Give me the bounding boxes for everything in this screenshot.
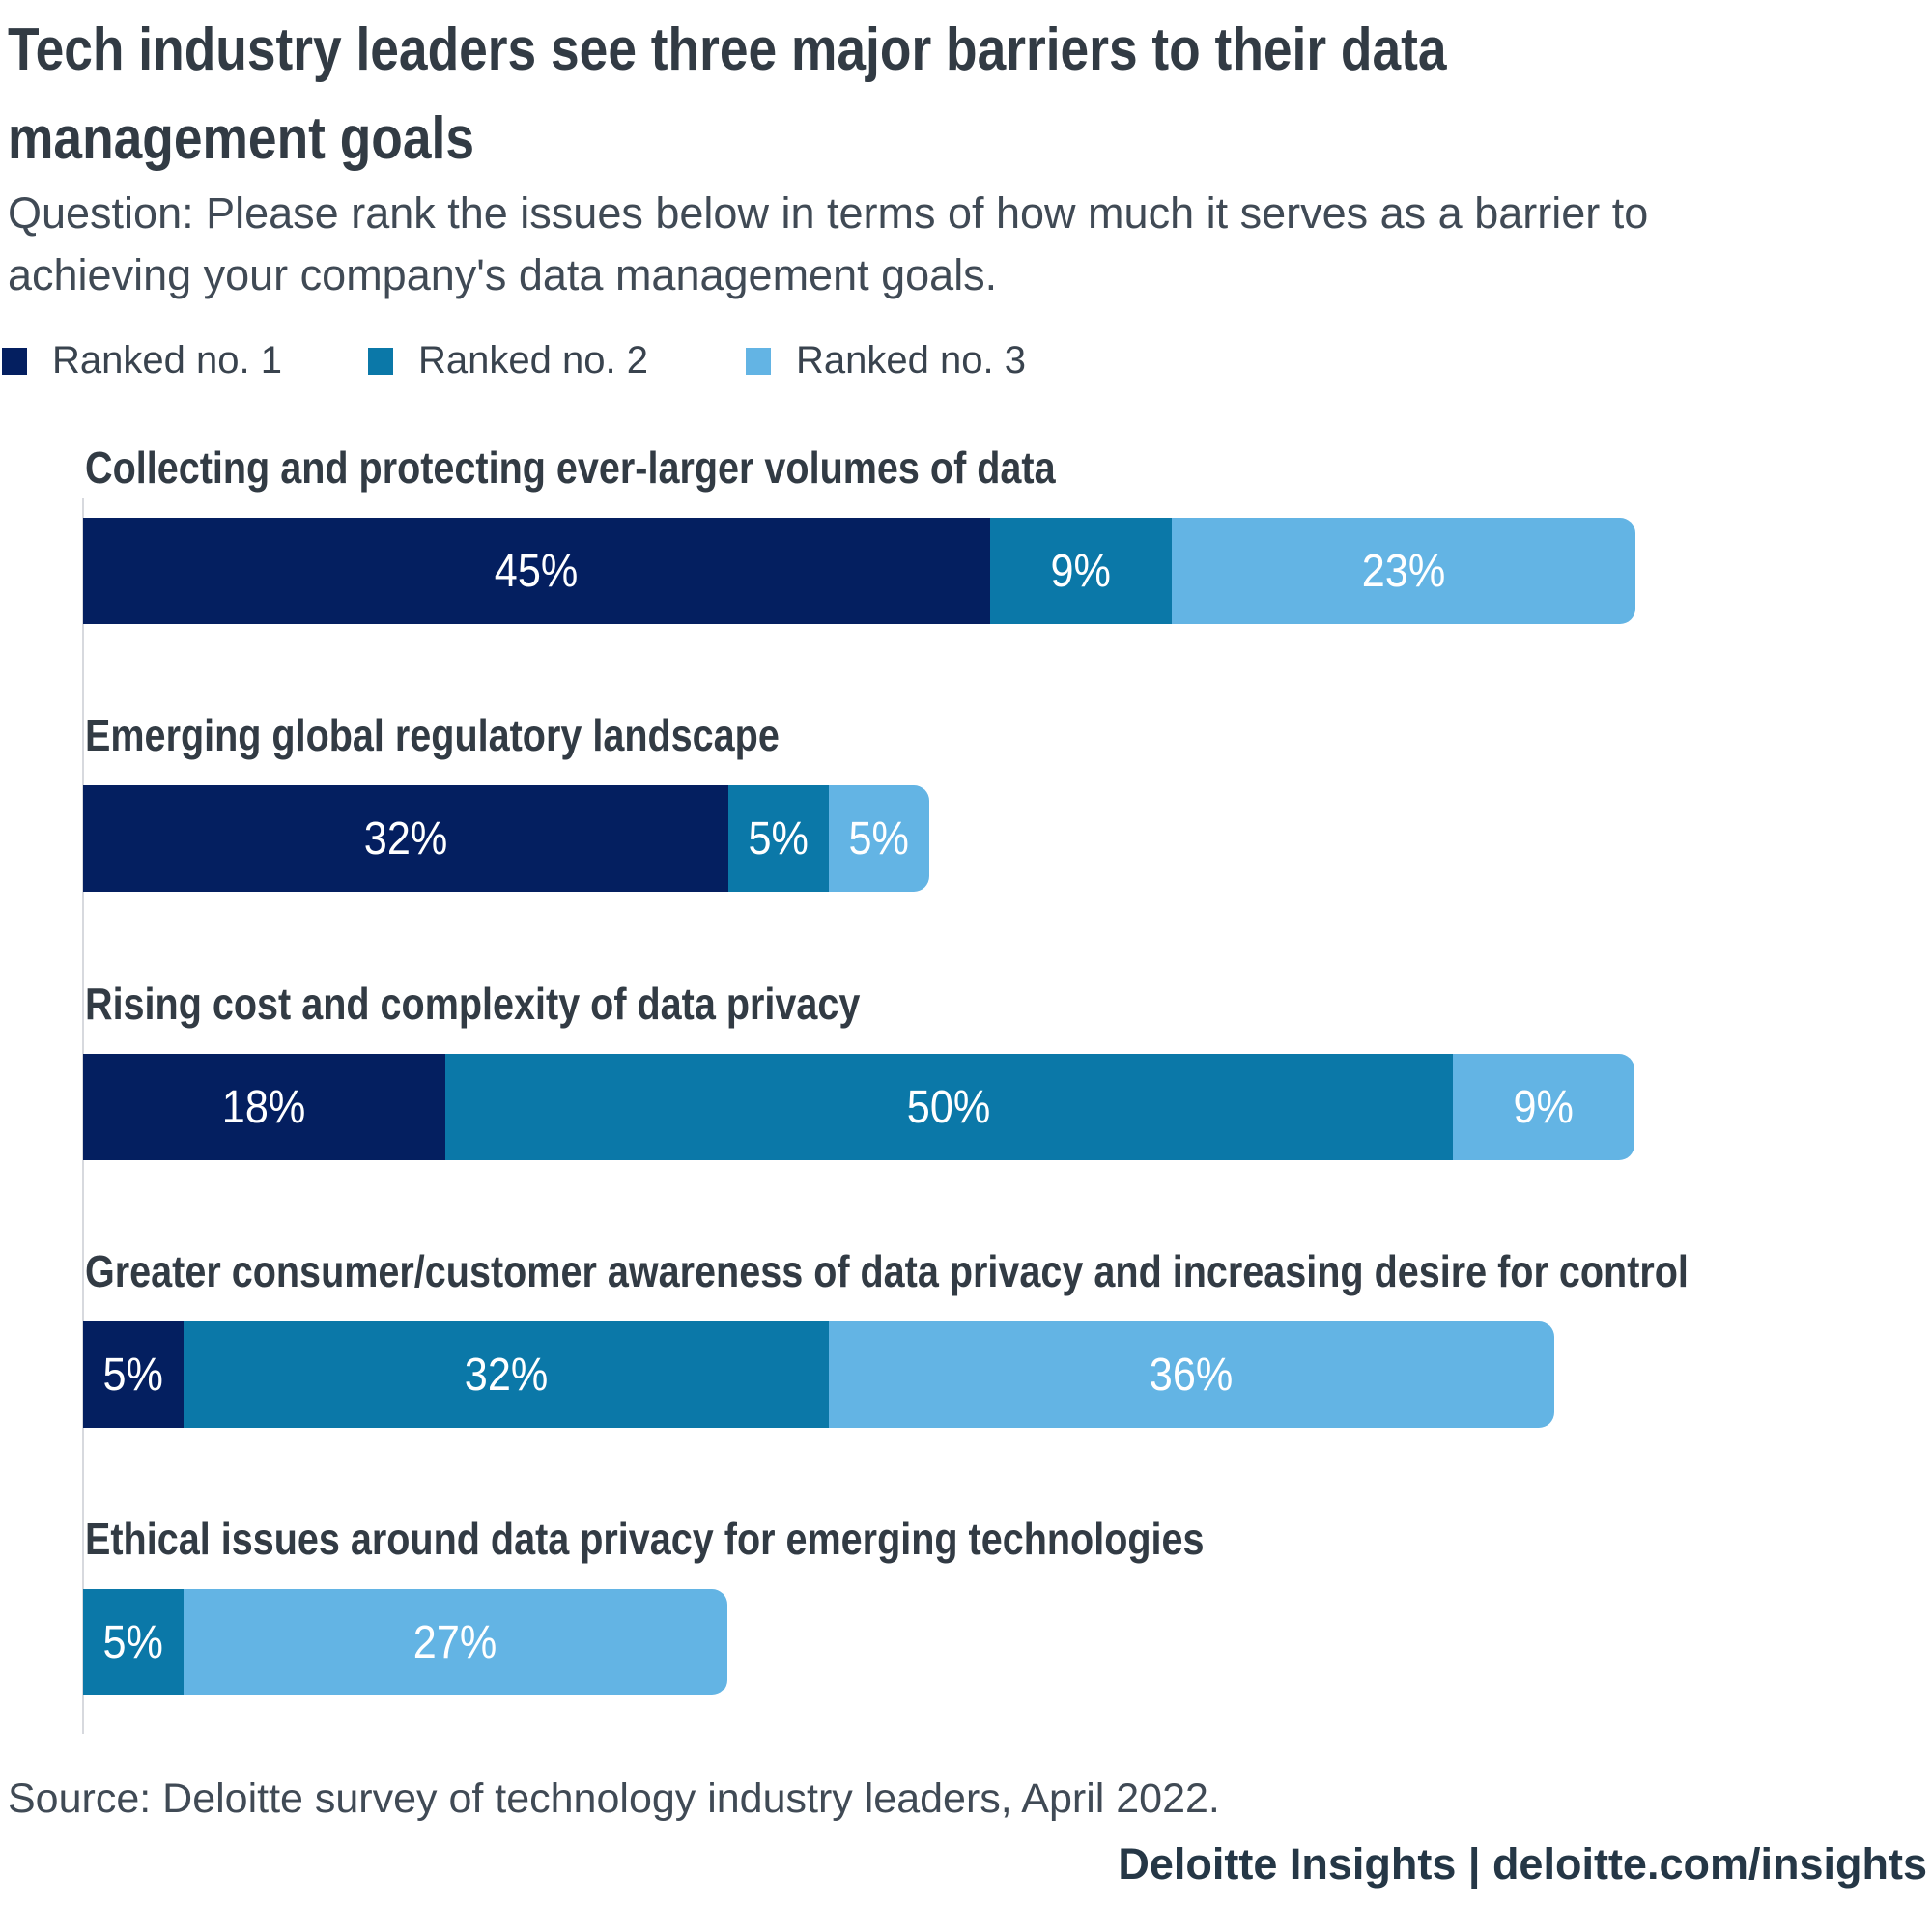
bar-segment: 36% (829, 1321, 1554, 1428)
bar-segment-value: 9% (1513, 1081, 1575, 1133)
bar-segment: 5% (83, 1321, 184, 1428)
legend-label: Ranked no. 2 (418, 339, 648, 382)
bar-segment-value: 5% (748, 812, 810, 865)
bar-segment: 18% (83, 1054, 445, 1160)
chart-title-line-1: Tech industry leaders see three major ba… (8, 16, 1447, 83)
legend-swatch-icon (368, 347, 393, 375)
legend-swatch-icon (2, 347, 27, 375)
category-label: Rising cost and complexity of data priva… (85, 980, 986, 1027)
bar: 5% 32% 36% (83, 1321, 1554, 1428)
bar-segment-value: 9% (1050, 545, 1112, 597)
bar-segment-value: 18% (222, 1081, 306, 1133)
footer-branding: Deloitte Insights | deloitte.com/insight… (1118, 1839, 1927, 1889)
chart-subtitle: Question: Please rank the issues below i… (8, 183, 1648, 306)
bar-segment: 23% (1172, 518, 1635, 624)
bar: 5% 27% (83, 1589, 727, 1695)
bar-segment: 32% (184, 1321, 829, 1428)
bar-segment-value: 5% (102, 1616, 164, 1668)
bar-segment: 45% (83, 518, 990, 624)
legend-item: Ranked no. 2 (368, 339, 648, 383)
category-label-text: Ethical issues around data privacy for e… (85, 1514, 1205, 1564)
legend-swatch-icon (746, 347, 771, 375)
chart-subtitle-line-2: achieving your company's data management… (8, 250, 998, 299)
bar-segment: 32% (83, 785, 728, 892)
bar-segment-value: 32% (464, 1349, 549, 1401)
bar-segment-value: 32% (363, 812, 448, 865)
bar-segment: 5% (728, 785, 829, 892)
source-note: Source: Deloitte survey of technology in… (8, 1776, 1220, 1822)
bar-segment: 50% (445, 1054, 1453, 1160)
category-label-text: Emerging global regulatory landscape (85, 710, 780, 760)
category-label-text: Collecting and protecting ever-larger vo… (85, 442, 1056, 493)
bar-segment-value: 27% (413, 1616, 497, 1668)
legend-label: Ranked no. 3 (796, 339, 1026, 382)
chart-title: Tech industry leaders see three major ba… (8, 6, 1681, 184)
legend-label: Ranked no. 1 (52, 339, 282, 382)
bar-segment: 9% (990, 518, 1172, 624)
category-label: Ethical issues around data privacy for e… (85, 1516, 1386, 1562)
bar-segment-value: 5% (102, 1349, 164, 1401)
bar-segment-value: 23% (1361, 545, 1446, 597)
category-label-text: Rising cost and complexity of data priva… (85, 979, 861, 1029)
bar-segment: 5% (83, 1589, 184, 1695)
bar-segment-value: 36% (1150, 1349, 1234, 1401)
bar-segment-value: 45% (495, 545, 579, 597)
chart-subtitle-line-1: Question: Please rank the issues below i… (8, 188, 1649, 238)
legend-item: Ranked no. 1 (2, 339, 282, 383)
category-label: Collecting and protecting ever-larger vo… (85, 444, 1213, 491)
legend-item: Ranked no. 3 (746, 339, 1026, 383)
bar-segment: 9% (1453, 1054, 1634, 1160)
bar-segment-value: 50% (907, 1081, 991, 1133)
category-label-text: Greater consumer/customer awareness of d… (85, 1246, 1689, 1296)
bar-segment-value: 5% (848, 812, 910, 865)
bar: 45% 9% 23% (83, 518, 1635, 624)
category-label: Greater consumer/customer awareness of d… (85, 1248, 1932, 1294)
bar: 32% 5% 5% (83, 785, 929, 892)
bar: 18% 50% 9% (83, 1054, 1634, 1160)
bar-segment: 5% (829, 785, 929, 892)
category-label: Emerging global regulatory landscape (85, 712, 893, 758)
chart-title-line-2: management goals (8, 105, 474, 172)
bar-segment: 27% (184, 1589, 727, 1695)
